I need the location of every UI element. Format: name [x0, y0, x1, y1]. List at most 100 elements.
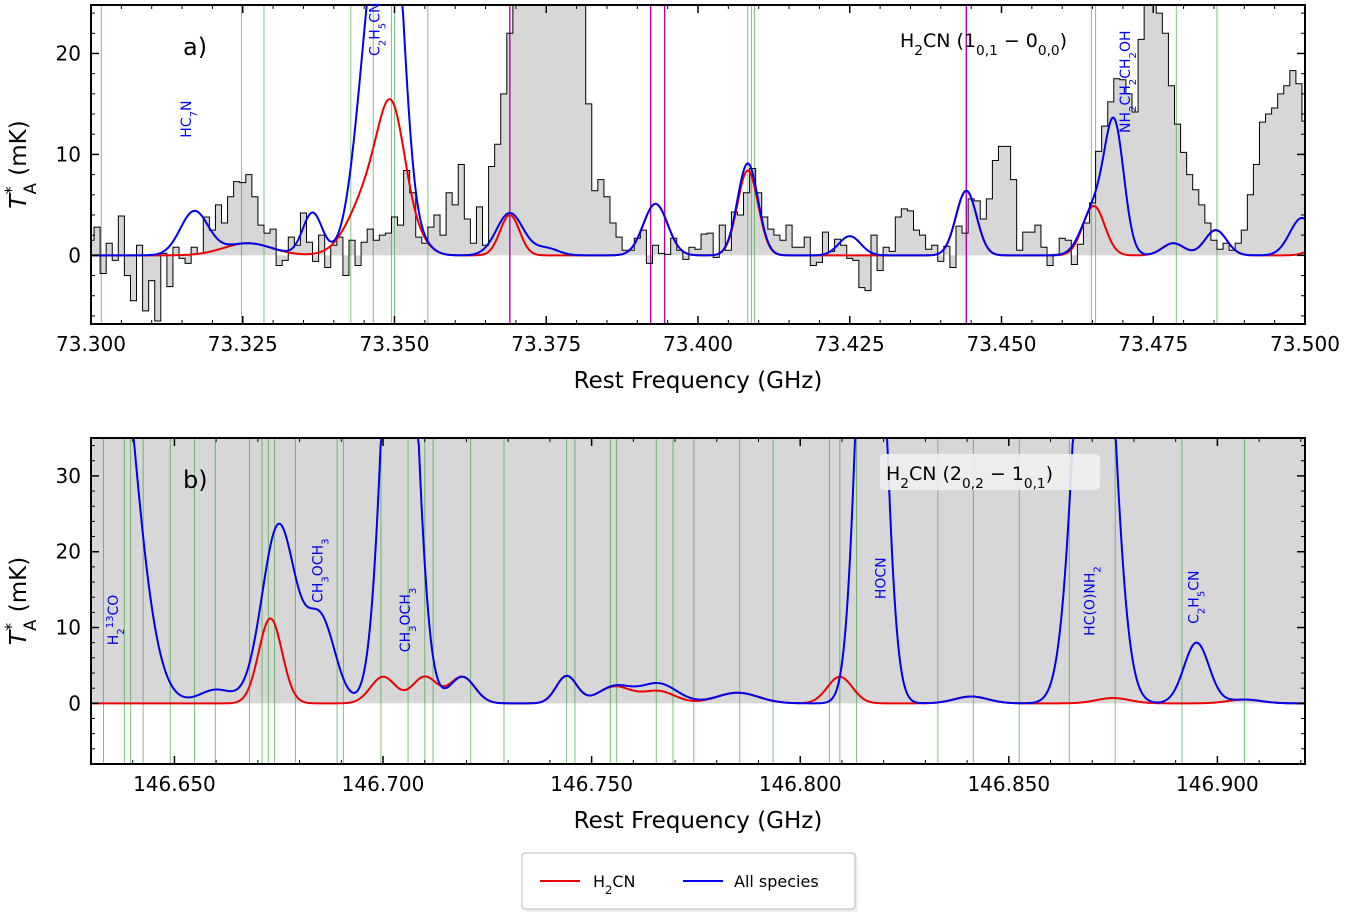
- subscript-text: 3: [320, 538, 331, 544]
- subscript-text: 2: [605, 883, 612, 897]
- superscript-text: *: [2, 186, 21, 194]
- x-tick-label: 146.900: [1176, 772, 1259, 796]
- observed-spectrum-fill: [91, 5, 1305, 321]
- label-text: H: [593, 872, 605, 891]
- y-tick-label: 30: [56, 464, 81, 488]
- subscript-text: 3: [408, 588, 419, 594]
- subscript-text: A: [21, 619, 40, 631]
- species-label: NH2CH2CH2OH: [1118, 31, 1139, 133]
- superscript-text: *: [2, 623, 21, 631]
- y-tick-label: 10: [56, 142, 81, 166]
- label-text: CO: [106, 595, 122, 616]
- label-text: CH: [311, 583, 327, 603]
- y-tick-label: 0: [68, 691, 81, 715]
- label-text: CH: [1118, 58, 1134, 78]
- subscript-text: 2: [914, 43, 923, 59]
- label-text: − 1: [984, 463, 1024, 485]
- label-text: CH: [1118, 85, 1134, 105]
- observed-spectrum-line: [91, 5, 1305, 322]
- label-text: T: [6, 629, 32, 645]
- species-label: CH3OCH3: [398, 588, 419, 652]
- species-label: H213CO: [105, 595, 127, 646]
- label-text: NH: [1118, 112, 1134, 133]
- label-text: CN (1: [923, 30, 976, 52]
- label-text: C: [1187, 614, 1203, 624]
- label-text: N: [179, 100, 195, 110]
- y-axis-title: T*A (mK): [2, 120, 40, 208]
- subscript-text: 2: [1128, 79, 1139, 85]
- x-tick-label: 146.850: [967, 772, 1050, 796]
- panel-label: b): [183, 466, 208, 494]
- plot-area: [91, 5, 1305, 324]
- x-tick-label: 73.450: [967, 332, 1037, 356]
- label-text: T: [6, 193, 32, 209]
- label-text: OCH: [311, 545, 327, 576]
- label-text: CN: [612, 872, 635, 891]
- label-text: OCH: [398, 594, 414, 625]
- label-text: HC(O)NH: [1082, 573, 1098, 636]
- label-text: ): [1060, 30, 1067, 52]
- x-tick-label: 73.500: [1270, 332, 1340, 356]
- label-text: All species: [734, 872, 819, 891]
- subscript-text: 0,0: [1038, 43, 1060, 59]
- species-label: HOCN: [874, 557, 890, 599]
- subscript-text: 2: [377, 40, 388, 46]
- legend-label: All species: [734, 872, 819, 891]
- label-text: H: [886, 463, 900, 485]
- label-text: OH: [1118, 31, 1134, 53]
- species-label: C2H5CN: [1187, 571, 1208, 624]
- subscript-text: 0,1: [1024, 476, 1046, 492]
- label-text: HOCN: [874, 557, 890, 599]
- x-tick-label: 146.750: [550, 772, 633, 796]
- species-label: CH3OCH3: [311, 538, 332, 602]
- plot-area: [91, 438, 1305, 764]
- subscript-text: 2: [1128, 106, 1139, 112]
- subscript-text: 2: [1092, 566, 1103, 572]
- subscript-text: 2: [116, 628, 127, 634]
- x-tick-label: 146.650: [133, 772, 216, 796]
- y-tick-label: 0: [68, 243, 81, 267]
- y-tick-label: 10: [56, 616, 81, 640]
- label-text: (mK): [6, 120, 32, 183]
- subscript-text: 0,1: [976, 43, 998, 59]
- species-label: HC(O)NH2: [1082, 566, 1103, 636]
- transition-label-box: [880, 454, 1100, 490]
- y-tick-label: 20: [56, 540, 81, 564]
- x-tick-label: 73.300: [56, 332, 126, 356]
- species-label: C2H5CN: [367, 3, 388, 56]
- subscript-text: 2: [1128, 52, 1139, 58]
- x-tick-label: 73.350: [360, 332, 430, 356]
- y-tick-label: 20: [56, 41, 81, 65]
- x-tick-label: 73.400: [663, 332, 733, 356]
- all-species-model-curve: [91, 438, 1305, 705]
- label-text: CN (2: [909, 463, 962, 485]
- subscript-text: 7: [189, 111, 200, 117]
- label-text: (mK): [6, 557, 32, 620]
- label-text: CN: [367, 3, 383, 23]
- label-text: H: [106, 635, 122, 646]
- species-label: HC7N: [179, 100, 200, 137]
- subscript-text: 0,2: [962, 476, 984, 492]
- legend-label: H2CN: [593, 872, 636, 897]
- transition-label: H2CN (20,2 − 10,1): [886, 463, 1053, 492]
- subscript-text: 3: [320, 576, 331, 582]
- label-text: HC: [179, 117, 195, 138]
- h2cn-model-curve: [91, 617, 1305, 705]
- x-tick-label: 73.425: [815, 332, 885, 356]
- label-text: C: [367, 46, 383, 56]
- subscript-text: 5: [1196, 591, 1207, 597]
- legend: H2CN All species: [521, 852, 858, 912]
- observed-spectrum-fill: [91, 438, 1305, 704]
- superscript-text: 13: [105, 615, 116, 628]
- label-text: − 0: [998, 30, 1038, 52]
- panel-b: 146.650 146.700 146.750 146.800 146.850 146.9…: [2, 437, 1306, 834]
- panel-a: 73.300 73.325 73.350 73.375 73.400 73.425 73.4…: [2, 3, 1340, 394]
- x-tick-label: 73.475: [1118, 332, 1188, 356]
- subscript-text: A: [21, 182, 40, 194]
- x-axis-title: Rest Frequency (GHz): [574, 368, 823, 394]
- label-text: H: [367, 29, 383, 40]
- label-text: H: [900, 30, 914, 52]
- subscript-text: 2: [900, 476, 909, 492]
- subscript-text: 5: [377, 23, 388, 29]
